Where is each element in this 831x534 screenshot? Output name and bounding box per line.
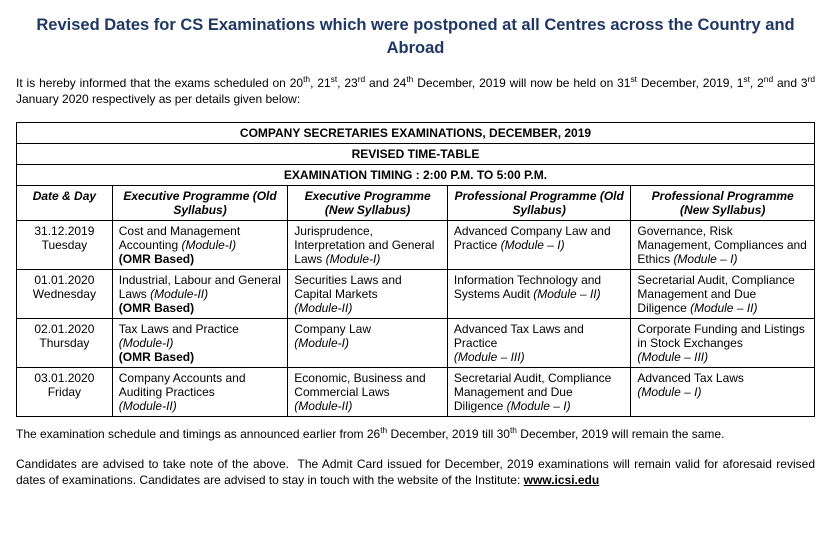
- subject-cell: Governance, Risk Management, Compliances…: [631, 220, 815, 269]
- intro-paragraph: It is hereby informed that the exams sch…: [16, 74, 815, 107]
- subject-cell: Information Technology and Systems Audit…: [447, 269, 631, 318]
- table-header-2: REVISED TIME-TABLE: [17, 143, 815, 164]
- subject-cell: Advanced Company Law and Practice (Modul…: [447, 220, 631, 269]
- subject-cell: Industrial, Labour and General Laws (Mod…: [112, 269, 288, 318]
- subject-cell: Secretarial Audit, Compliance Management…: [631, 269, 815, 318]
- col-head-prof-old: Professional Programme (Old Syllabus): [447, 185, 631, 220]
- col-head-date: Date & Day: [17, 185, 113, 220]
- subject-cell: Securities Laws and Capital Markets(Modu…: [288, 269, 448, 318]
- subject-cell: Economic, Business and Commercial Laws(M…: [288, 367, 448, 416]
- outro-paragraph-2: Candidates are advised to take note of t…: [16, 456, 815, 488]
- subject-cell: Company Accounts and Auditing Practices(…: [112, 367, 288, 416]
- subject-cell: Advanced Tax Laws and Practice(Module – …: [447, 318, 631, 367]
- timetable: COMPANY SECRETARIES EXAMINATIONS, DECEMB…: [16, 122, 815, 417]
- table-row: 01.01.2020WednesdayIndustrial, Labour an…: [17, 269, 815, 318]
- date-cell: 01.01.2020Wednesday: [17, 269, 113, 318]
- subject-cell: Secretarial Audit, Compliance Management…: [447, 367, 631, 416]
- subject-cell: Cost and Management Accounting (Module-I…: [112, 220, 288, 269]
- table-row: 03.01.2020FridayCompany Accounts and Aud…: [17, 367, 815, 416]
- page-title: Revised Dates for CS Examinations which …: [16, 14, 815, 60]
- subject-cell: Tax Laws and Practice(Module-I)(OMR Base…: [112, 318, 288, 367]
- subject-cell: Company Law(Module-I): [288, 318, 448, 367]
- date-cell: 03.01.2020Friday: [17, 367, 113, 416]
- table-row: 31.12.2019TuesdayCost and Management Acc…: [17, 220, 815, 269]
- table-row: 02.01.2020ThursdayTax Laws and Practice(…: [17, 318, 815, 367]
- outro-paragraph-1: The examination schedule and timings as …: [16, 425, 815, 442]
- table-header-3: EXAMINATION TIMING : 2:00 P.M. TO 5:00 P…: [17, 164, 815, 185]
- date-cell: 31.12.2019Tuesday: [17, 220, 113, 269]
- col-head-prof-new: Professional Programme (New Syllabus): [631, 185, 815, 220]
- table-header-1: COMPANY SECRETARIES EXAMINATIONS, DECEMB…: [17, 122, 815, 143]
- subject-cell: Jurisprudence, Interpretation and Genera…: [288, 220, 448, 269]
- col-head-exec-new: Executive Programme (New Syllabus): [288, 185, 448, 220]
- subject-cell: Corporate Funding and Listings in Stock …: [631, 318, 815, 367]
- col-head-exec-old: Executive Programme (Old Syllabus): [112, 185, 288, 220]
- date-cell: 02.01.2020Thursday: [17, 318, 113, 367]
- subject-cell: Advanced Tax Laws(Module – I): [631, 367, 815, 416]
